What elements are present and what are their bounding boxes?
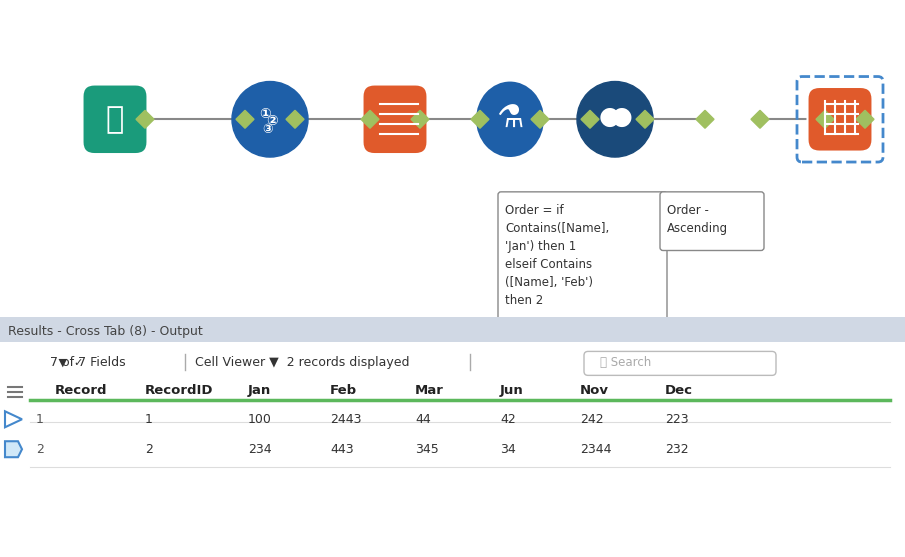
Text: Jun: Jun	[500, 384, 524, 397]
Text: Order = if
Contains([Name],
'Jan') then 1
elseif Contains
([Name], 'Feb')
then 2: Order = if Contains([Name], 'Jan') then …	[505, 204, 609, 343]
Polygon shape	[696, 110, 714, 128]
Polygon shape	[236, 110, 254, 128]
Polygon shape	[531, 110, 549, 128]
Text: Cell Viewer ▼  2 records displayed: Cell Viewer ▼ 2 records displayed	[195, 356, 409, 369]
Polygon shape	[636, 110, 654, 128]
Circle shape	[232, 81, 308, 157]
FancyBboxPatch shape	[584, 351, 776, 375]
Text: ●: ●	[611, 105, 633, 129]
Text: RecordID: RecordID	[145, 384, 214, 397]
Polygon shape	[581, 110, 599, 128]
Text: Record: Record	[55, 384, 108, 397]
FancyBboxPatch shape	[660, 192, 764, 251]
Text: 34: 34	[500, 443, 516, 456]
FancyBboxPatch shape	[82, 85, 148, 154]
Text: Order -
Ascending: Order - Ascending	[667, 204, 729, 235]
Text: 2443: 2443	[330, 413, 361, 426]
Text: 📖: 📖	[106, 105, 124, 134]
Polygon shape	[286, 110, 304, 128]
Text: 100: 100	[248, 413, 272, 426]
Text: Results - Cross Tab (8) - Output: Results - Cross Tab (8) - Output	[8, 325, 203, 338]
Text: ⚗: ⚗	[496, 105, 524, 134]
Text: Nov: Nov	[580, 384, 609, 397]
Text: 🔍 Search: 🔍 Search	[600, 356, 652, 369]
FancyBboxPatch shape	[363, 85, 427, 154]
Text: 223: 223	[665, 413, 689, 426]
FancyBboxPatch shape	[0, 317, 905, 343]
Polygon shape	[471, 110, 489, 128]
Polygon shape	[411, 110, 429, 128]
FancyBboxPatch shape	[498, 192, 667, 340]
Ellipse shape	[475, 81, 545, 158]
Text: 2344: 2344	[580, 443, 612, 456]
Text: 7 of 7 Fields: 7 of 7 Fields	[50, 356, 126, 369]
FancyBboxPatch shape	[807, 87, 872, 152]
Text: Mar: Mar	[415, 384, 443, 397]
Text: 1: 1	[145, 413, 153, 426]
Text: ①: ①	[259, 108, 271, 121]
Text: 42: 42	[500, 413, 516, 426]
Text: ③: ③	[262, 123, 273, 136]
Text: 1: 1	[36, 413, 44, 426]
Text: Jan: Jan	[248, 384, 272, 397]
Text: ●: ●	[599, 105, 621, 129]
Text: 2: 2	[36, 443, 44, 456]
Polygon shape	[816, 110, 834, 128]
Text: ②: ②	[266, 114, 278, 128]
Text: 443: 443	[330, 443, 354, 456]
Text: ▼  ✓: ▼ ✓	[55, 358, 83, 368]
Text: Dec: Dec	[665, 384, 693, 397]
Circle shape	[577, 81, 653, 157]
Text: Feb: Feb	[330, 384, 357, 397]
Polygon shape	[751, 110, 769, 128]
Polygon shape	[136, 110, 154, 128]
Text: 234: 234	[248, 443, 272, 456]
Text: 345: 345	[415, 443, 439, 456]
Text: 2: 2	[145, 443, 153, 456]
Polygon shape	[5, 441, 22, 457]
Text: 242: 242	[580, 413, 604, 426]
Text: 44: 44	[415, 413, 431, 426]
Text: 232: 232	[665, 443, 689, 456]
Polygon shape	[856, 110, 874, 128]
Polygon shape	[361, 110, 379, 128]
FancyBboxPatch shape	[30, 378, 890, 400]
